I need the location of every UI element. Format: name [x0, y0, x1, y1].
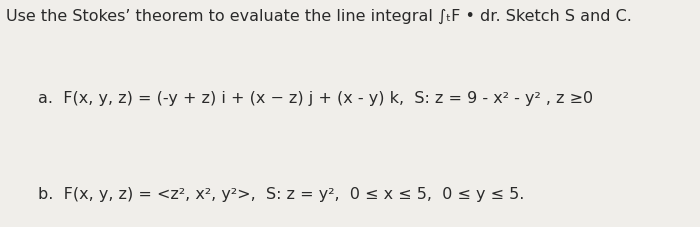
Text: Use the Stokes’ theorem to evaluate the line integral ∫ₜF • dr. Sketch S and C.: Use the Stokes’ theorem to evaluate the … [6, 9, 631, 24]
Text: a.  F(x, y, z) = (-y + z) i + (x − z) j + (x - y) k,  S: z = 9 - x² - y² , z ≥0: a. F(x, y, z) = (-y + z) i + (x − z) j +… [38, 91, 594, 106]
Text: b.  F(x, y, z) = <z², x², y²>,  S: z = y²,  0 ≤ x ≤ 5,  0 ≤ y ≤ 5.: b. F(x, y, z) = <z², x², y²>, S: z = y²,… [38, 186, 525, 201]
